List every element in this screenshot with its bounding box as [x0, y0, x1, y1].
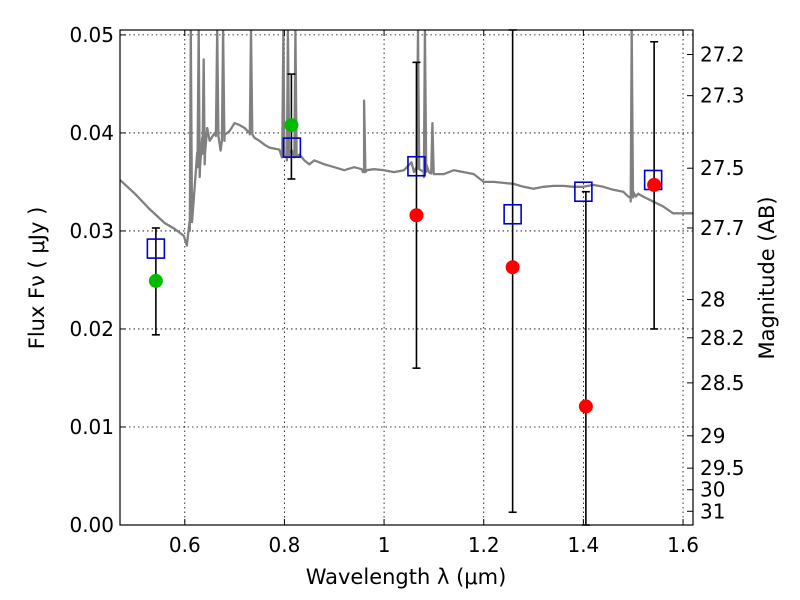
y2-tick-label: 29	[700, 424, 725, 448]
model-photometry-square	[407, 155, 426, 177]
x-tick-label: 0.6	[169, 533, 201, 557]
measured-flux-point	[505, 260, 520, 275]
measured-flux-point	[647, 177, 662, 192]
model-photometry-square	[574, 181, 593, 203]
x-tick-label: 0.8	[269, 533, 301, 557]
y-axis-label: Flux Fν ( μJy )	[25, 207, 49, 350]
y2-tick-label: 28	[700, 288, 725, 312]
y-tick-label: 0.01	[69, 415, 114, 439]
y2-tick-label: 27.2	[700, 43, 745, 67]
y-tick-label: 0.03	[69, 219, 114, 243]
measured-flux-point	[578, 399, 593, 414]
y2-tick-label: 29.5	[700, 456, 745, 480]
y-tick-label: 0.02	[69, 317, 114, 341]
y2-tick-label: 30	[700, 478, 725, 502]
y-tick-label: 0.04	[69, 121, 114, 145]
x-tick-label: 1.2	[468, 533, 500, 557]
data-points	[146, 118, 663, 414]
model-photometry-square	[503, 203, 522, 225]
model-spectrum-line	[120, 30, 693, 247]
model-spectrum	[120, 30, 693, 247]
measured-flux-point	[409, 208, 424, 223]
y2-tick-label: 28.2	[700, 326, 745, 350]
y2-tick-label: 28.5	[700, 371, 745, 395]
model-photometry-square	[282, 137, 302, 158]
x-tick-label: 1.6	[667, 533, 699, 557]
y-tick-label: 0.05	[69, 23, 114, 47]
x-tick-label: 1	[378, 533, 391, 557]
y2-tick-label: 27.5	[700, 156, 745, 180]
model-photometry-square	[146, 238, 166, 259]
y-tick-label: 0.00	[69, 513, 114, 537]
y2-tick-label: 31	[700, 499, 725, 523]
x-tick-label: 1.4	[567, 533, 599, 557]
y2-tick-label: 27.3	[700, 84, 745, 108]
x-axis-label: Wavelength λ (μm)	[306, 565, 507, 589]
secondary-flux-point	[148, 273, 163, 288]
y2-tick-label: 27.7	[700, 216, 745, 240]
axis-ticks: 0.6 0.8 1 1.2 1.4 1.6 0.00 0.01 0.02 0.03 0.04 0.05…	[69, 23, 744, 557]
secondary-flux-point	[284, 118, 299, 133]
y2-axis-label: Magnitude (AB)	[755, 196, 779, 359]
plot-frame	[119, 29, 694, 526]
